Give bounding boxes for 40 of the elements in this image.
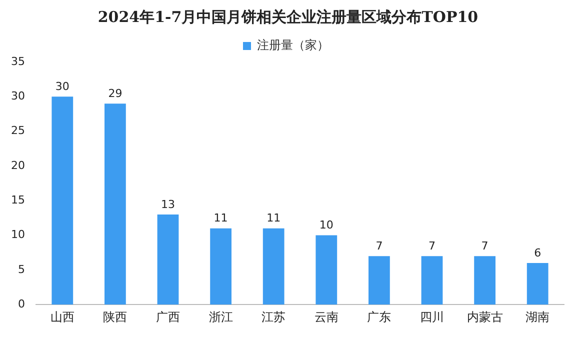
bar bbox=[368, 256, 390, 305]
bar bbox=[474, 256, 496, 305]
bar bbox=[421, 256, 443, 305]
bar bbox=[52, 96, 74, 305]
x-tick-label: 江苏 bbox=[262, 310, 286, 324]
data-label: 7 bbox=[481, 239, 488, 252]
bar bbox=[157, 214, 179, 305]
data-label: 11 bbox=[266, 212, 281, 225]
y-tick-label: 35 bbox=[10, 54, 25, 68]
y-tick-label: 0 bbox=[18, 297, 25, 310]
x-tick-label: 浙江 bbox=[208, 310, 233, 324]
y-tick-label: 10 bbox=[10, 228, 25, 242]
x-tick-label: 云南 bbox=[314, 310, 338, 324]
data-label: 10 bbox=[319, 218, 334, 232]
data-label: 7 bbox=[376, 239, 383, 252]
data-label: 30 bbox=[55, 80, 70, 94]
x-tick-label: 山西 bbox=[50, 310, 74, 324]
x-tick-label: 陕西 bbox=[103, 310, 128, 324]
data-label: 7 bbox=[428, 239, 436, 252]
data-label: 11 bbox=[214, 212, 228, 225]
data-label: 13 bbox=[161, 198, 175, 211]
bar bbox=[526, 263, 548, 305]
x-tick-label: 四川 bbox=[420, 310, 444, 324]
y-tick-label: 5 bbox=[18, 262, 25, 276]
x-tick-label: 内蒙古 bbox=[466, 310, 503, 324]
bar bbox=[316, 235, 338, 305]
y-tick-label: 25 bbox=[10, 124, 25, 138]
bar bbox=[104, 104, 126, 305]
x-tick-label: 广西 bbox=[156, 310, 180, 324]
data-label: 29 bbox=[108, 86, 122, 100]
y-tick-label: 30 bbox=[10, 90, 25, 103]
bar bbox=[210, 228, 232, 305]
chart-title: 2024年1-7月中国月饼相关企业注册量区域分布TOP10 bbox=[96, 8, 480, 28]
legend-label: 注册量（家） bbox=[257, 38, 329, 52]
y-tick-label: 15 bbox=[10, 193, 25, 206]
x-tick-label: 湖南 bbox=[526, 310, 550, 324]
x-tick-label: 广东 bbox=[367, 310, 392, 324]
y-tick-label: 20 bbox=[10, 158, 25, 172]
data-label: 6 bbox=[534, 246, 542, 260]
bar bbox=[262, 228, 284, 305]
